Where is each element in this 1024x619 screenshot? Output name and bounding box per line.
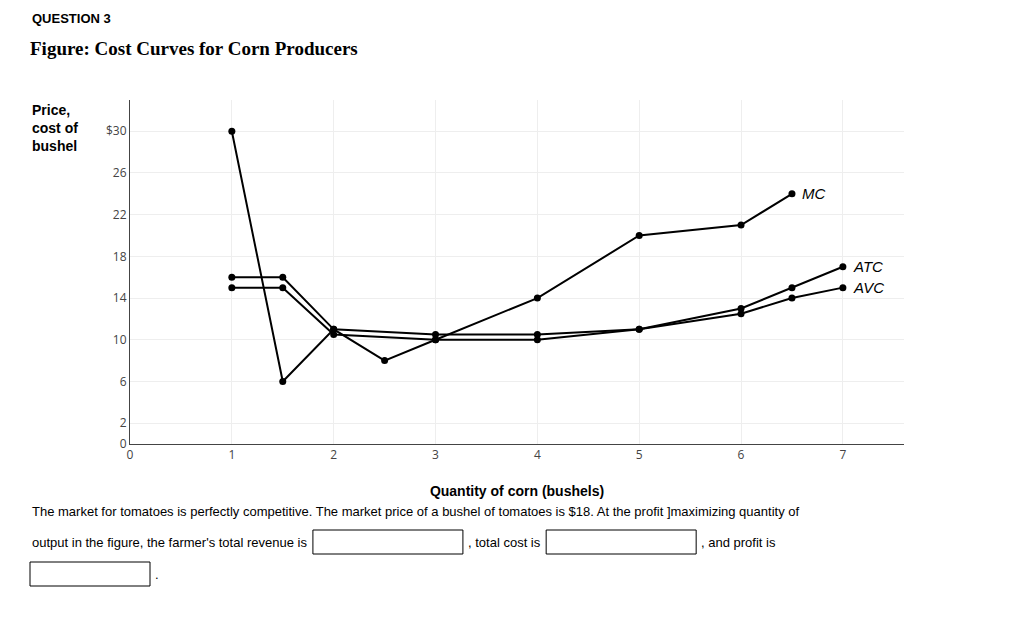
svg-text:, and profit is: , and profit is <box>701 535 776 550</box>
svg-text:18: 18 <box>113 248 127 265</box>
svg-text:MC: MC <box>802 185 825 202</box>
svg-text:, total cost is: , total cost is <box>468 535 541 550</box>
svg-text:6: 6 <box>120 373 127 390</box>
svg-text:0: 0 <box>120 435 127 452</box>
svg-text:2: 2 <box>120 414 127 431</box>
svg-text:10: 10 <box>113 331 127 348</box>
svg-text:Figure: Cost Curves for Corn P: Figure: Cost Curves for Corn Producers <box>30 38 358 59</box>
svg-text:0: 0 <box>127 446 134 463</box>
svg-text:Quantity of corn (bushels): Quantity of corn (bushels) <box>430 483 604 499</box>
svg-text:$30: $30 <box>106 122 127 139</box>
svg-text:ATC: ATC <box>853 258 883 275</box>
svg-text:The market for tomatoes is per: The market for tomatoes is perfectly com… <box>32 504 799 519</box>
svg-text:26: 26 <box>113 164 127 181</box>
svg-text:output in the figure, the farm: output in the figure, the farmer's total… <box>32 535 307 550</box>
svg-text:14: 14 <box>113 289 127 306</box>
svg-text:2: 2 <box>330 446 337 463</box>
svg-text:1: 1 <box>228 446 235 463</box>
svg-text:22: 22 <box>113 206 127 223</box>
svg-text:7: 7 <box>839 446 846 463</box>
svg-text:AVC: AVC <box>853 279 884 296</box>
svg-text:.: . <box>155 567 159 582</box>
svg-text:6: 6 <box>738 446 745 463</box>
svg-text:Price,cost ofbushel: Price,cost ofbushel <box>32 102 78 154</box>
svg-text:QUESTION 3: QUESTION 3 <box>32 11 111 26</box>
svg-text:3: 3 <box>432 446 439 463</box>
svg-text:5: 5 <box>636 446 643 463</box>
svg-text:4: 4 <box>534 446 541 463</box>
